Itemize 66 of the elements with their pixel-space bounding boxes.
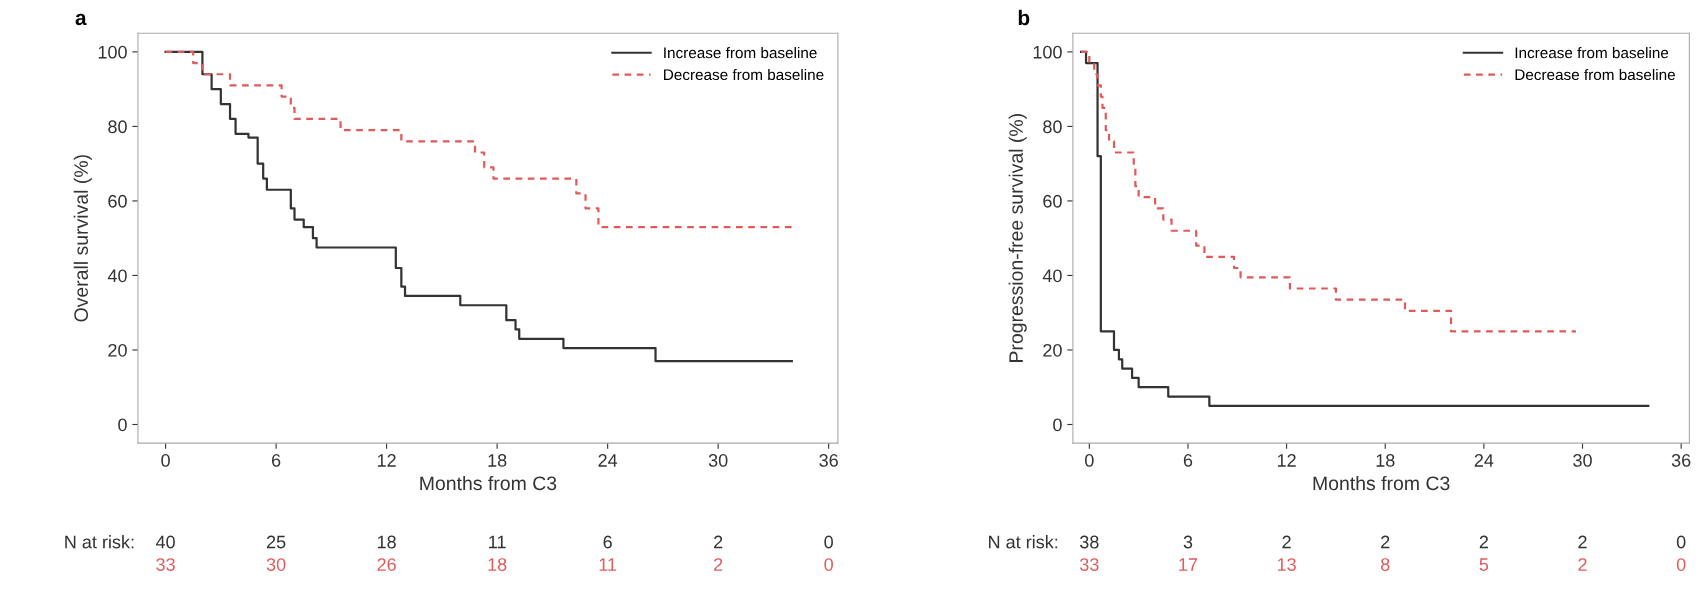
text: 33 bbox=[1079, 558, 1099, 571]
y-tick-label: 100 bbox=[98, 45, 127, 59]
text: 30 bbox=[266, 558, 286, 571]
chart-title: a bbox=[75, 13, 87, 26]
y-tick-label: 20 bbox=[1043, 343, 1062, 357]
x-axis-title: Months from C3 bbox=[420, 475, 557, 491]
legend-label: Decrease from baseline bbox=[664, 68, 824, 81]
text: N at risk: bbox=[65, 535, 134, 549]
text: 2 bbox=[1578, 535, 1587, 549]
text: 0 bbox=[1676, 535, 1686, 549]
text: N at risk: bbox=[989, 535, 1058, 549]
text: 17 bbox=[1179, 558, 1198, 571]
x-tick-label: 0 bbox=[161, 454, 170, 467]
y-tick-label: 100 bbox=[1033, 45, 1062, 59]
x-tick-label: 6 bbox=[271, 454, 281, 467]
y-tick-label: 60 bbox=[108, 194, 127, 208]
text: 26 bbox=[377, 558, 396, 571]
x-tick-label: 6 bbox=[1183, 454, 1193, 467]
legend-label: Increase from baseline bbox=[664, 47, 817, 59]
y-tick-label: 0 bbox=[1053, 418, 1062, 432]
text: 0 bbox=[1676, 558, 1686, 571]
text: 2 bbox=[1282, 535, 1291, 549]
text: 0 bbox=[824, 535, 833, 549]
text: 2 bbox=[1578, 558, 1587, 571]
text: 2 bbox=[1479, 535, 1488, 549]
text: 6 bbox=[603, 535, 612, 549]
x-tick-label: 12 bbox=[377, 454, 396, 467]
text: 13 bbox=[1277, 558, 1296, 571]
x-tick-label: 36 bbox=[1671, 454, 1691, 467]
text: 2 bbox=[714, 558, 723, 571]
y-tick-label: 80 bbox=[1043, 120, 1062, 134]
x-tick-label: 30 bbox=[708, 454, 728, 467]
x-tick-label: 12 bbox=[1277, 454, 1296, 467]
text: 11 bbox=[489, 535, 506, 549]
text: 5 bbox=[1479, 558, 1489, 571]
x-tick-label: 18 bbox=[488, 454, 507, 467]
text: 3 bbox=[1183, 535, 1193, 549]
text: 2 bbox=[714, 535, 723, 549]
y-tick-label: 40 bbox=[107, 269, 127, 283]
y-tick-label: 20 bbox=[108, 343, 127, 357]
x-tick-label: 24 bbox=[1474, 454, 1494, 467]
chart-title: b bbox=[1018, 9, 1030, 26]
text: 38 bbox=[1079, 535, 1099, 549]
y-tick-label: 60 bbox=[1043, 194, 1062, 208]
legend-label: Increase from baseline bbox=[1515, 47, 1669, 59]
text: 18 bbox=[488, 558, 507, 571]
x-tick-label: 30 bbox=[1573, 454, 1592, 467]
text: 18 bbox=[377, 535, 396, 549]
text: 25 bbox=[266, 535, 286, 549]
x-tick-label: 24 bbox=[598, 454, 618, 467]
x-axis-title: Months from C3 bbox=[1313, 475, 1450, 491]
x-tick-label: 0 bbox=[1085, 454, 1094, 467]
y-axis-title: Overall survival (%) bbox=[73, 155, 92, 322]
x-tick-label: 36 bbox=[819, 454, 838, 467]
text: 0 bbox=[824, 558, 833, 571]
text: 8 bbox=[1381, 558, 1390, 571]
y-tick-label: 0 bbox=[118, 418, 127, 432]
text: 40 bbox=[155, 535, 175, 549]
text: 11 bbox=[599, 558, 617, 571]
y-tick-label: 40 bbox=[1042, 269, 1062, 283]
legend-label: Decrease from baseline bbox=[1515, 68, 1675, 81]
text: 2 bbox=[1381, 535, 1390, 549]
y-tick-label: 80 bbox=[108, 120, 127, 134]
y-axis-title: Progression-free survival (%) bbox=[1008, 114, 1027, 362]
x-tick-label: 18 bbox=[1376, 454, 1395, 467]
text: 33 bbox=[156, 558, 175, 571]
